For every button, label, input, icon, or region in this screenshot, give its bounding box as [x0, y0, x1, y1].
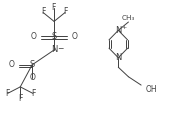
Text: S: S [29, 60, 35, 69]
Text: O: O [8, 60, 14, 69]
Text: −: − [57, 44, 64, 53]
Text: F: F [63, 7, 67, 16]
Text: +: + [121, 25, 127, 30]
Text: O: O [30, 32, 36, 41]
Text: S: S [51, 32, 57, 41]
Text: O: O [29, 73, 35, 82]
Text: F: F [51, 3, 55, 12]
Text: O: O [72, 32, 78, 41]
Text: F: F [31, 89, 35, 98]
Text: F: F [41, 7, 45, 16]
Text: N: N [115, 26, 122, 35]
Text: F: F [5, 89, 10, 98]
Text: N: N [51, 45, 57, 55]
Text: F: F [18, 94, 22, 103]
Text: CH₃: CH₃ [122, 15, 135, 21]
Text: OH: OH [146, 85, 157, 94]
Text: N: N [115, 53, 122, 62]
